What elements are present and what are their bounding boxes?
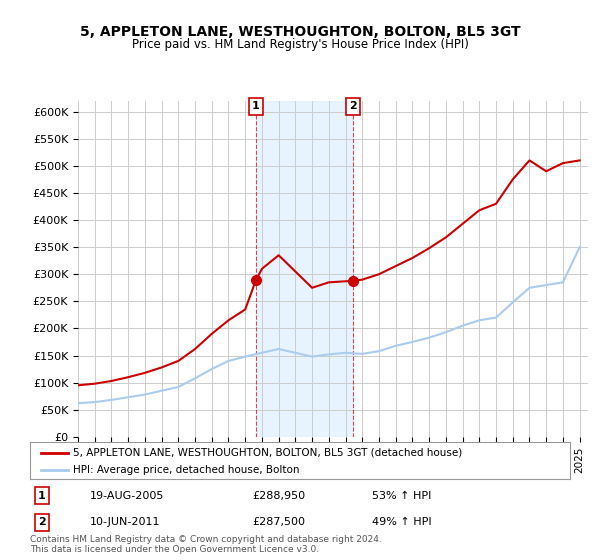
- Text: Price paid vs. HM Land Registry's House Price Index (HPI): Price paid vs. HM Land Registry's House …: [131, 38, 469, 51]
- Text: 5, APPLETON LANE, WESTHOUGHTON, BOLTON, BL5 3GT: 5, APPLETON LANE, WESTHOUGHTON, BOLTON, …: [80, 25, 520, 39]
- Text: 2: 2: [38, 517, 46, 528]
- Text: 53% ↑ HPI: 53% ↑ HPI: [372, 491, 431, 501]
- Text: 1: 1: [252, 101, 260, 111]
- Bar: [256, 101, 353, 437]
- Text: £288,950: £288,950: [252, 491, 305, 501]
- Text: 5, APPLETON LANE, WESTHOUGHTON, BOLTON, BL5 3GT (detached house): 5, APPLETON LANE, WESTHOUGHTON, BOLTON, …: [73, 447, 463, 458]
- Text: Contains HM Land Registry data © Crown copyright and database right 2024.
This d: Contains HM Land Registry data © Crown c…: [30, 535, 382, 554]
- Text: 19-AUG-2005: 19-AUG-2005: [90, 491, 164, 501]
- Text: 1: 1: [38, 491, 46, 501]
- Text: HPI: Average price, detached house, Bolton: HPI: Average price, detached house, Bolt…: [73, 465, 300, 475]
- Text: 10-JUN-2011: 10-JUN-2011: [90, 517, 161, 528]
- Text: 49% ↑ HPI: 49% ↑ HPI: [372, 517, 431, 528]
- Text: £287,500: £287,500: [252, 517, 305, 528]
- Text: 2: 2: [349, 101, 357, 111]
